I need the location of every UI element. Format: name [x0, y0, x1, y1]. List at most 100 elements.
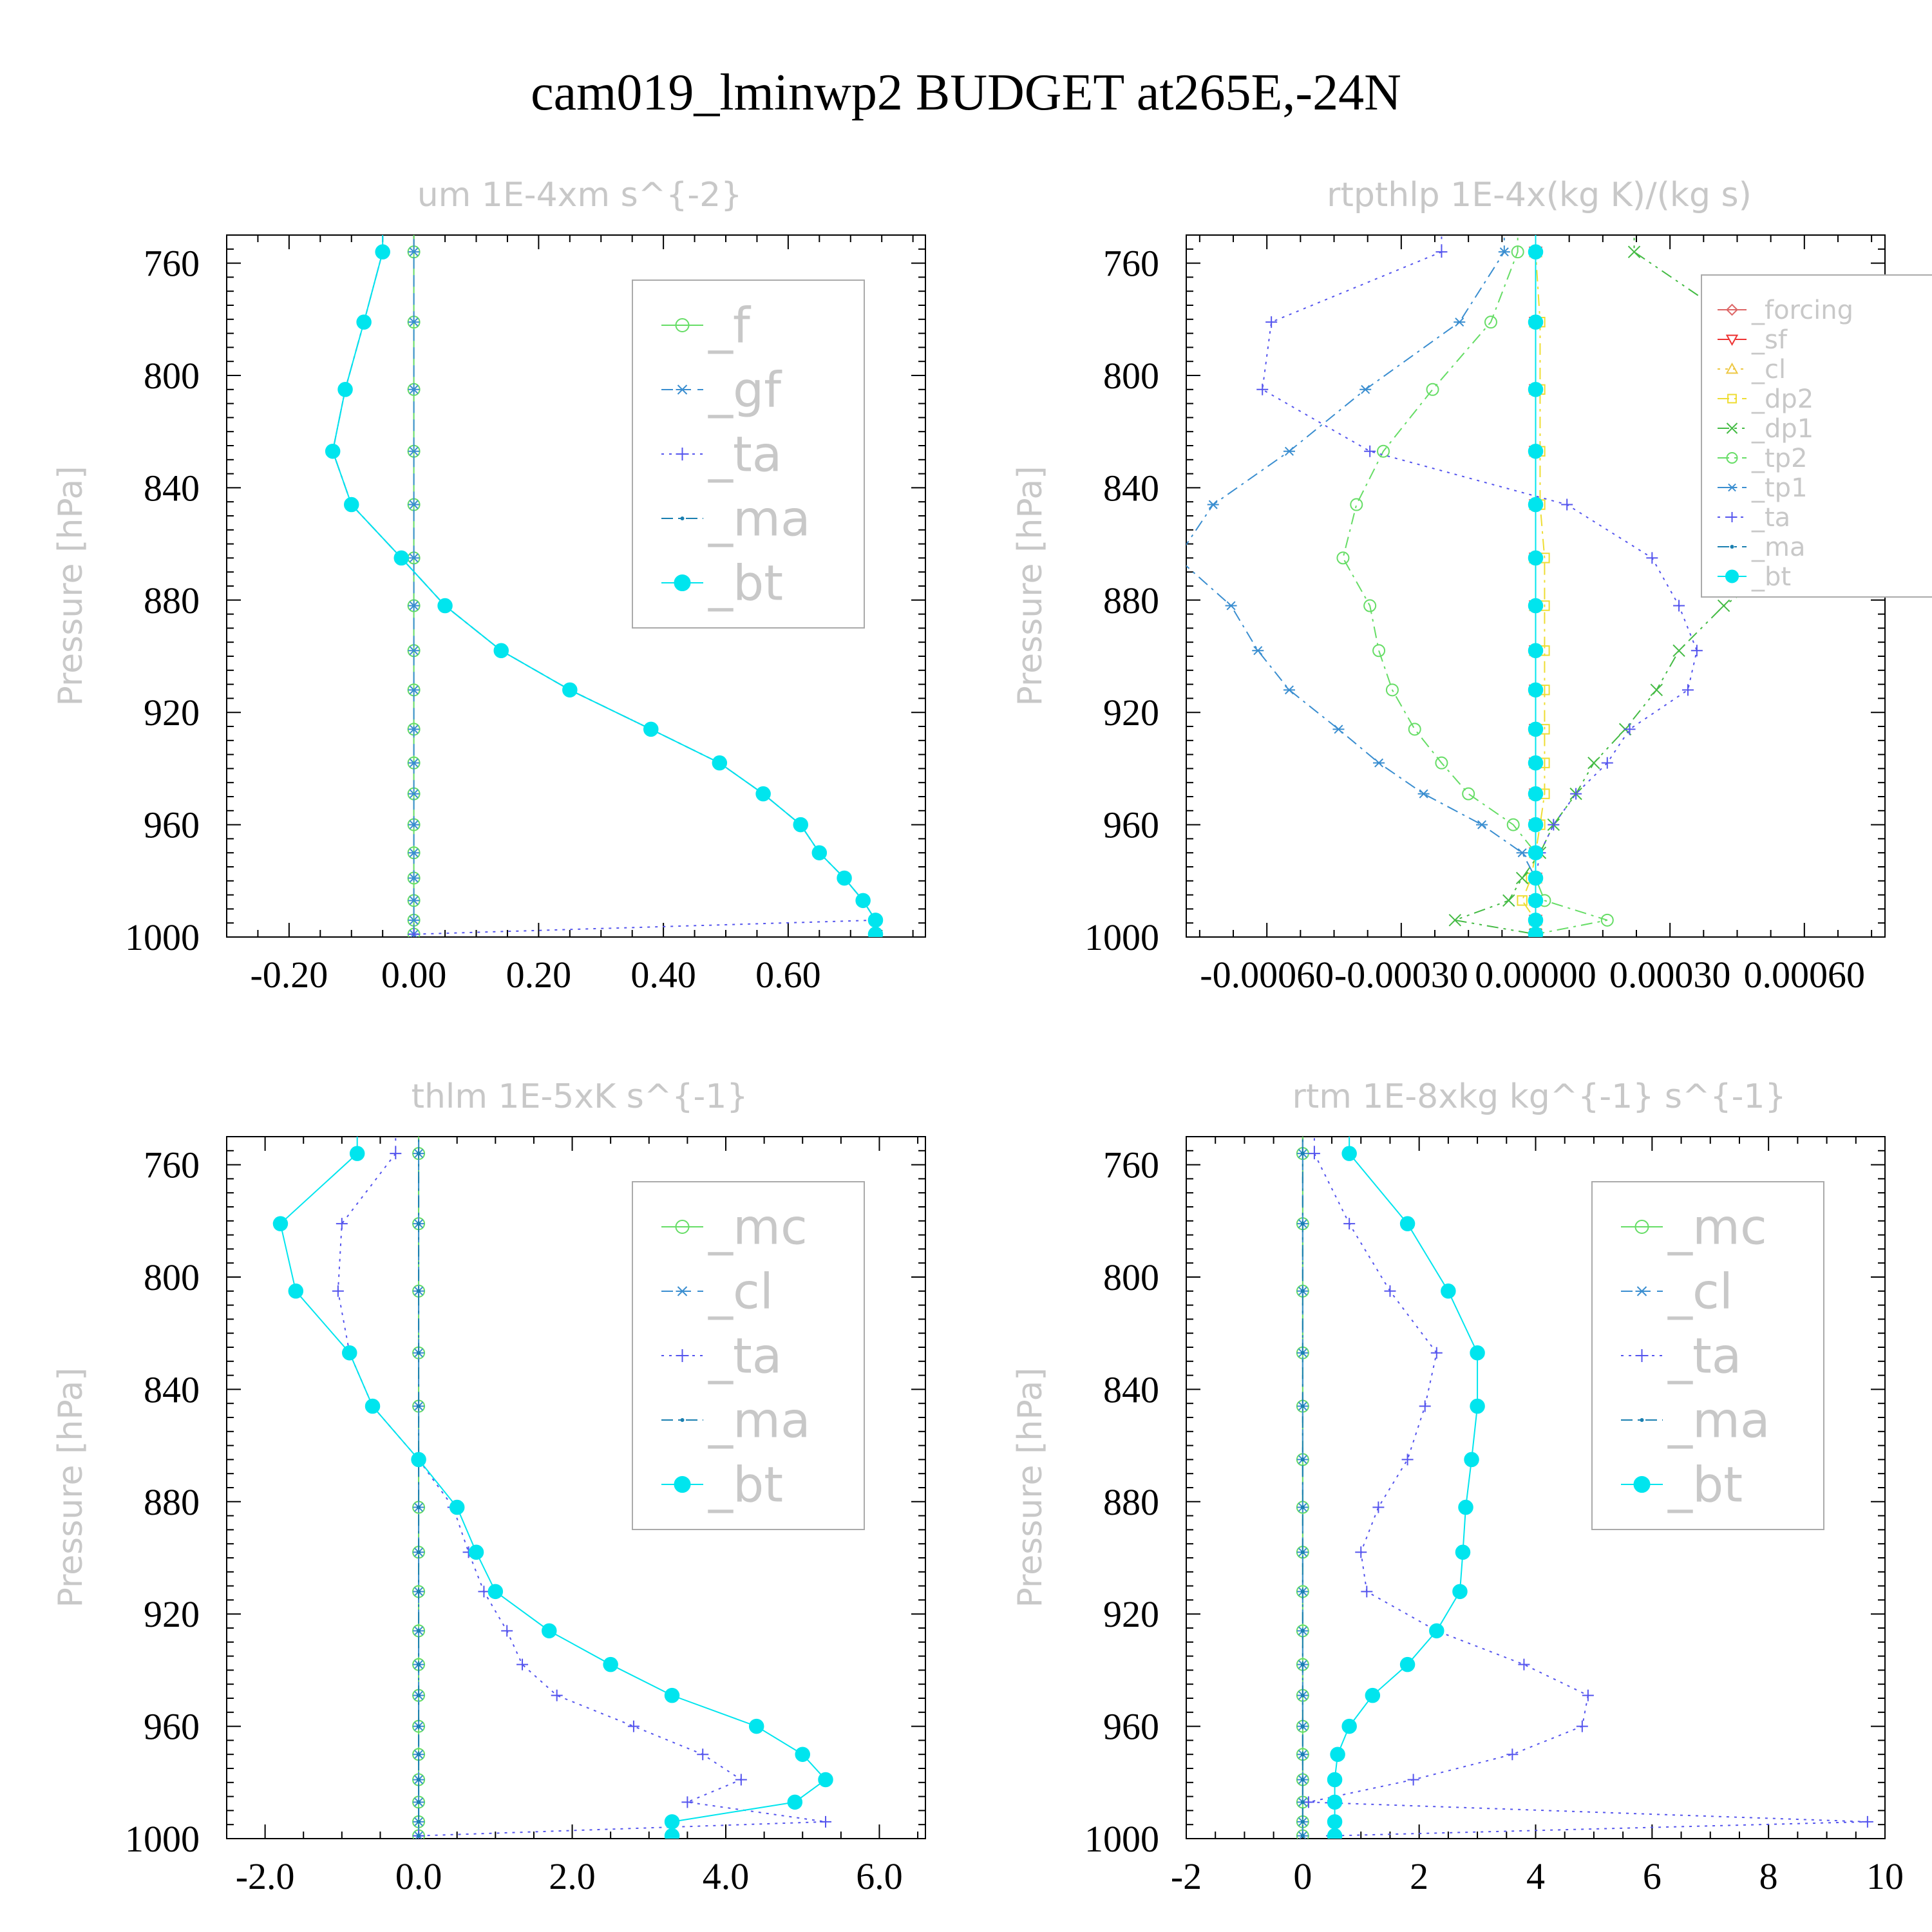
marker-filled: [437, 598, 453, 614]
marker-plus: [1355, 1546, 1367, 1558]
marker-filled: [674, 1476, 691, 1493]
marker-filled: [674, 574, 691, 591]
marker-filled: [1528, 845, 1544, 860]
marker-dot: [1640, 1418, 1644, 1422]
marker-filled: [793, 817, 808, 833]
legend-label: _ta: [708, 1327, 782, 1385]
marker-dot: [1300, 1289, 1305, 1293]
marker-dot: [417, 1350, 421, 1355]
y-tick-label: 840: [144, 467, 200, 509]
marker-filled: [811, 845, 828, 860]
marker-plus: [1506, 1748, 1519, 1761]
marker-filled: [1330, 1747, 1345, 1762]
marker-plus: [1518, 1658, 1530, 1671]
plot-area: [325, 235, 884, 937]
marker-star: [408, 820, 420, 829]
x-tick-label: 6.0: [856, 1855, 903, 1897]
y-tick-label: 880: [144, 580, 200, 621]
x-tick-label: -0.00060: [1200, 954, 1334, 996]
y-tick-label: 800: [144, 355, 200, 397]
marker-filled: [867, 913, 884, 928]
legend-label: _bt: [1667, 1456, 1743, 1513]
marker-square: [1727, 393, 1737, 404]
marker-filled: [1528, 643, 1544, 659]
marker-star: [408, 601, 420, 611]
marker-circle: [1726, 452, 1738, 464]
marker-star: [676, 384, 689, 395]
marker-plus: [1861, 1815, 1873, 1828]
marker-dot: [1300, 1724, 1305, 1728]
marker-plus: [1570, 788, 1582, 800]
marker-filled: [337, 382, 353, 397]
marker-plus: [676, 1349, 689, 1362]
legend-label: _cl: [1667, 1263, 1733, 1320]
marker-plus: [390, 1148, 402, 1160]
marker-x: [1717, 599, 1730, 612]
y-tick-label: 1000: [1084, 1818, 1159, 1860]
y-tick-label: 880: [1103, 580, 1159, 621]
marker-x: [1587, 756, 1600, 770]
marker-filled: [1528, 314, 1544, 330]
y-axis-label: Pressure [hPa]: [1011, 466, 1050, 706]
marker-filled: [1341, 1718, 1357, 1734]
marker-filled: [1528, 893, 1544, 909]
marker-filled: [488, 1584, 504, 1600]
marker-filled: [1365, 1687, 1381, 1703]
marker-star: [408, 848, 420, 858]
marker-x: [1502, 894, 1515, 907]
marker-filled: [375, 244, 390, 260]
marker-star: [1359, 384, 1372, 394]
marker-plus: [1384, 1285, 1396, 1297]
marker-filled: [356, 314, 372, 330]
y-tick-label: 920: [144, 692, 200, 734]
marker-star: [408, 446, 420, 456]
marker-dot: [1300, 1777, 1305, 1782]
y-tick-label: 840: [1103, 1368, 1159, 1410]
panel-title: thlm 1E-5xK s^{-1}: [412, 1077, 748, 1116]
marker-star: [408, 553, 420, 563]
marker-circle: [1336, 551, 1350, 565]
panels: um 1E-4xm s^{-2}Pressure [hPa]-0.20 0.00 0…: [52, 176, 1932, 1897]
legend-label: _dp2: [1751, 384, 1814, 414]
marker-filled: [1464, 1452, 1479, 1468]
marker-filled: [664, 1814, 680, 1830]
marker-filled: [643, 721, 659, 737]
x-tick-label: 0.40: [630, 954, 696, 996]
marker-star: [1454, 317, 1466, 327]
marker-plus: [1646, 552, 1658, 564]
marker-plus: [551, 1689, 563, 1701]
marker-plus: [1407, 1774, 1419, 1786]
y-tick-label: 760: [1103, 1144, 1159, 1186]
legend-label: _bt: [708, 1456, 783, 1513]
marker-dot: [1300, 1819, 1305, 1824]
marker-filled: [867, 926, 884, 937]
marker-x: [1448, 914, 1462, 927]
marker-filled: [1528, 913, 1544, 928]
marker-filled: [1528, 721, 1544, 737]
marker-dot: [680, 516, 685, 520]
marker-filled: [1429, 1623, 1444, 1639]
marker-x: [1627, 245, 1641, 258]
marker-dot: [417, 1693, 421, 1698]
marker-star: [1283, 685, 1295, 695]
marker-x: [1650, 683, 1663, 697]
marker-plus: [627, 1720, 639, 1732]
marker-dot: [1300, 1833, 1305, 1838]
marker-plus: [697, 1748, 709, 1761]
marker-circle: [1506, 818, 1520, 831]
marker-filled: [1399, 1216, 1416, 1231]
series-ta: [1256, 235, 1703, 937]
series-bt: [272, 1137, 833, 1839]
marker-filled: [603, 1656, 618, 1672]
marker-dot: [417, 1222, 421, 1226]
marker-filled: [712, 755, 728, 771]
series-bt: [1327, 1137, 1485, 1839]
marker-filled: [1458, 1499, 1473, 1515]
marker-circle: [1385, 683, 1399, 697]
marker-filled: [664, 1828, 680, 1839]
marker-plus: [1430, 1347, 1443, 1359]
marker-circle: [1350, 498, 1363, 511]
marker-filled: [325, 443, 341, 459]
panel-title: rtm 1E-8xkg kg^{-1} s^{-1}: [1292, 1077, 1786, 1116]
